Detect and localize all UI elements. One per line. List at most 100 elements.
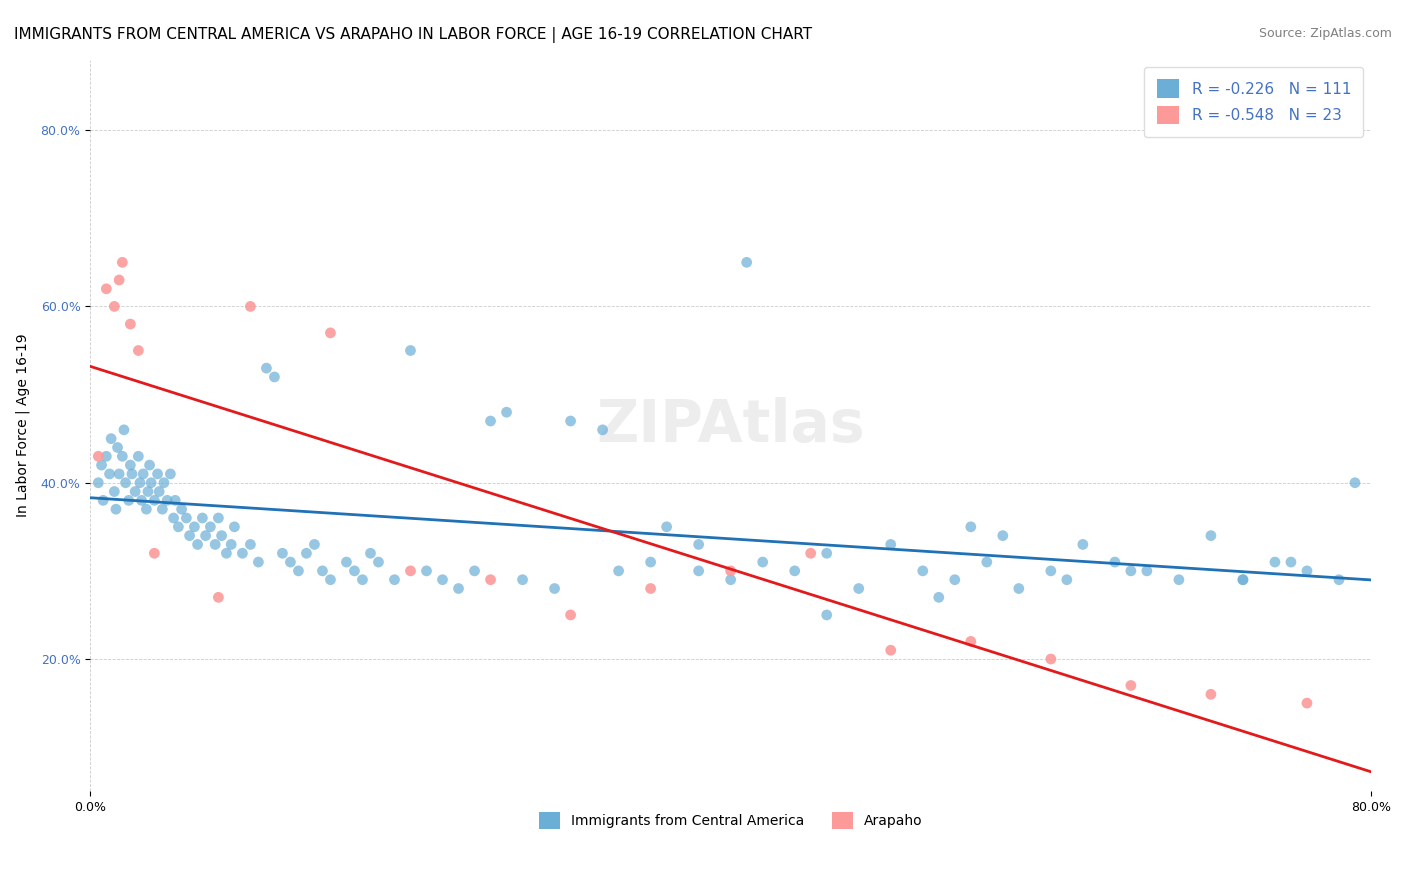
Point [191,511,214,525]
Point [114,475,136,490]
Point [735,255,758,269]
Point [304,537,326,551]
Point [131,493,153,508]
Point [432,573,454,587]
Point [384,573,406,587]
Point [464,564,486,578]
Point [1296,564,1319,578]
Point [143,546,166,560]
Point [800,546,823,560]
Point [224,520,246,534]
Point [688,537,710,551]
Point [911,564,934,578]
Point [1039,564,1062,578]
Point [943,573,966,587]
Point [512,573,534,587]
Point [560,414,582,428]
Point [319,326,342,340]
Point [1232,573,1254,587]
Point [112,423,135,437]
Point [287,564,309,578]
Point [1071,537,1094,551]
Point [1232,573,1254,587]
Point [162,511,184,525]
Point [239,300,262,314]
Point [132,467,155,481]
Point [720,564,742,578]
Point [1039,652,1062,666]
Point [560,607,582,622]
Point [1327,573,1350,587]
Point [87,475,110,490]
Point [1056,573,1078,587]
Point [91,493,114,508]
Point [880,643,903,657]
Point [148,484,170,499]
Legend: Immigrants from Central America, Arapaho: Immigrants from Central America, Arapaho [531,805,929,836]
Point [479,573,502,587]
Point [311,564,333,578]
Point [543,582,565,596]
Point [1199,528,1222,542]
Point [254,361,277,376]
Point [720,573,742,587]
Point [959,520,981,534]
Point [141,475,163,490]
Point [211,528,233,542]
Point [165,493,187,508]
Point [98,467,121,481]
Point [111,255,134,269]
Point [100,432,122,446]
Point [688,564,710,578]
Point [138,458,160,472]
Point [1104,555,1126,569]
Text: IMMIGRANTS FROM CENTRAL AMERICA VS ARAPAHO IN LABOR FORCE | AGE 16-19 CORRELATIO: IMMIGRANTS FROM CENTRAL AMERICA VS ARAPA… [14,27,813,43]
Point [96,450,118,464]
Point [103,484,125,499]
Point [111,450,134,464]
Point [187,537,209,551]
Point [179,528,201,542]
Point [991,528,1014,542]
Point [1279,555,1302,569]
Point [271,546,294,560]
Point [319,573,342,587]
Point [167,520,190,534]
Point [204,537,226,551]
Point [239,537,262,551]
Point [87,450,110,464]
Point [815,607,838,622]
Point [959,634,981,648]
Point [1008,582,1031,596]
Point [1344,475,1367,490]
Point [247,555,270,569]
Point [127,450,149,464]
Point [415,564,437,578]
Point [219,537,242,551]
Point [447,582,470,596]
Point [120,317,142,331]
Point [207,591,229,605]
Point [1264,555,1286,569]
Point [1167,573,1189,587]
Point [479,414,502,428]
Point [96,282,118,296]
Point [104,502,127,516]
Point [176,511,198,525]
Point [231,546,253,560]
Point [607,564,630,578]
Point [170,502,193,516]
Point [108,273,131,287]
Point [150,502,173,516]
Point [352,573,374,587]
Point [976,555,998,569]
Point [928,591,950,605]
Point [495,405,517,419]
Point [640,555,662,569]
Point [103,300,125,314]
Point [200,520,222,534]
Point [90,458,112,472]
Point [280,555,302,569]
Point [783,564,806,578]
Point [359,546,381,560]
